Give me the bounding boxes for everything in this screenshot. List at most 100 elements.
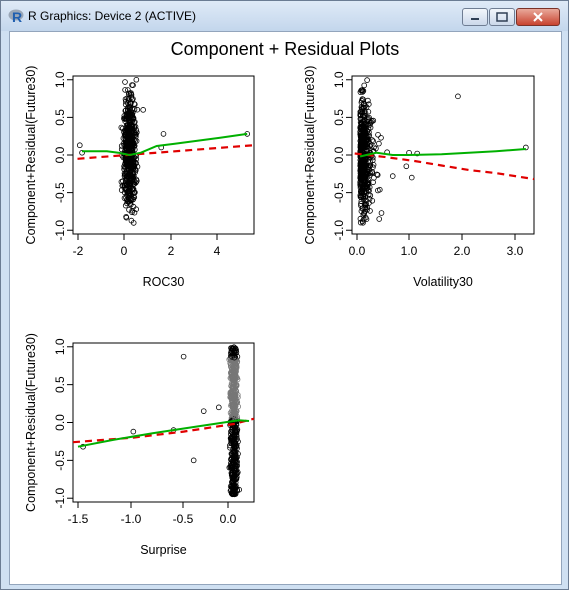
x-tick-label: 0.0 [220, 512, 237, 526]
data-point [366, 200, 372, 206]
data-point [228, 345, 235, 351]
data-point [231, 369, 237, 376]
x-tick-label: 3.0 [507, 244, 524, 258]
data-point [134, 106, 141, 113]
outlier-point [180, 353, 187, 360]
data-point [129, 178, 136, 184]
data-point [378, 210, 385, 216]
y-tick-label: -1.0 [332, 220, 346, 241]
data-point [231, 453, 238, 460]
data-point [133, 176, 140, 183]
y-tick-label: 0.5 [332, 109, 346, 126]
outlier-point [414, 150, 420, 157]
data-point [233, 466, 240, 473]
data-point [360, 88, 367, 94]
cr-panel-1: -2 0 2 4 -1.0 -0.5 0.0 0.5 1.0 ROC30 Component+Res… [24, 66, 255, 289]
data-point [376, 140, 382, 147]
data-point [133, 167, 139, 174]
outlier-point [130, 428, 137, 435]
data-point [130, 194, 137, 200]
data-point [125, 134, 132, 141]
close-button[interactable] [516, 8, 560, 26]
data-point [127, 197, 134, 204]
data-point [359, 89, 366, 95]
data-point [358, 133, 365, 139]
y-tick-label: 1.0 [332, 71, 346, 88]
data-point [357, 192, 364, 199]
data-point [130, 96, 136, 102]
data-point [230, 368, 236, 375]
data-point [125, 87, 131, 93]
smooth-fit-line [359, 148, 526, 158]
plot-frame [72, 75, 255, 235]
data-point [357, 194, 364, 200]
linear-fit-line [354, 152, 535, 181]
outlier-point [76, 142, 83, 149]
data-point [373, 145, 379, 152]
data-point [125, 100, 131, 107]
y-tick-label: -0.5 [53, 450, 67, 471]
data-point [127, 112, 133, 119]
r-logo-icon: R [8, 9, 24, 24]
data-point [129, 164, 135, 170]
data-point [359, 218, 366, 225]
data-point [231, 392, 237, 399]
y-tick-label: 0.5 [53, 109, 67, 126]
data-point [370, 117, 377, 124]
smooth-fit-line [77, 419, 250, 448]
data-point [129, 135, 135, 142]
smooth-fit-line [82, 132, 248, 157]
data-point [361, 133, 368, 139]
data-point [122, 136, 129, 142]
data-point [118, 124, 125, 131]
data-point [232, 476, 238, 482]
data-points [76, 76, 251, 226]
data-point [361, 82, 368, 89]
plot-area: Component + Residual Plots -2 0 2 4 -1.0 -0.5… [24, 39, 535, 557]
title-bar[interactable]: R R Graphics: Device 2 (ACTIVE) [1, 1, 568, 31]
data-point [126, 192, 132, 198]
data-point [233, 364, 240, 371]
linear-fit-line [77, 144, 255, 160]
data-point [130, 196, 136, 203]
data-point [230, 484, 236, 491]
data-point [229, 429, 235, 435]
y-tick-label: -0.5 [53, 182, 67, 203]
outlier-point [389, 173, 396, 179]
data-point [124, 173, 130, 180]
data-point [232, 360, 239, 367]
x-tick-label: 0.0 [349, 244, 366, 258]
data-point [125, 123, 132, 129]
data-point [124, 170, 130, 176]
outlier-point [140, 107, 146, 113]
data-point [358, 160, 365, 167]
data-point [131, 101, 138, 107]
data-point [122, 79, 128, 85]
data-point [130, 82, 136, 88]
data-point [364, 77, 370, 83]
y-tick-label: 0.0 [53, 414, 67, 431]
data-point [122, 87, 128, 93]
data-point [131, 158, 137, 165]
data-point [370, 179, 376, 186]
data-point [365, 109, 372, 115]
y-tick-label: -0.5 [332, 182, 346, 203]
x-tick-label: 2.0 [454, 244, 471, 258]
data-point [375, 132, 381, 138]
data-point [361, 211, 367, 217]
maximize-button[interactable] [489, 8, 515, 26]
data-point [126, 131, 132, 137]
data-point [370, 162, 377, 168]
x-axis-label: ROC30 [143, 275, 185, 289]
y-tick-label: 1.0 [53, 338, 67, 355]
minimize-button[interactable] [462, 8, 488, 26]
y-tick-label: 0.0 [53, 146, 67, 163]
data-point [125, 188, 132, 194]
y-tick-label: 1.0 [53, 71, 67, 88]
data-point [124, 196, 130, 203]
outlier-point [200, 408, 207, 414]
data-point [359, 113, 366, 119]
data-point [134, 163, 141, 170]
y-tick-label: 0.5 [53, 376, 67, 393]
